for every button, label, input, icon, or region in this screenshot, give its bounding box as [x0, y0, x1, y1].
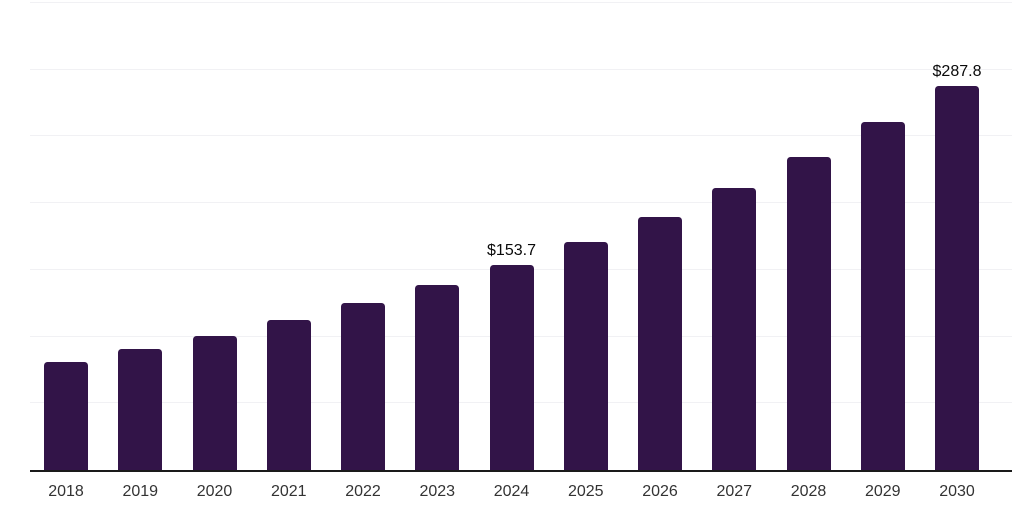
bar-slot-2027 — [712, 3, 757, 470]
x-tick-label-2021: 2021 — [270, 483, 307, 500]
x-axis-labels: 2018 2019 2020 2021 2022 2023 2024 2025 2026 2027… — [30, 484, 1012, 500]
x-tick-label-2019: 2019 — [122, 483, 159, 500]
x-tick-label-2029: 2029 — [864, 483, 901, 500]
x-label-slot: 2027 — [712, 484, 756, 500]
bar-2022 — [341, 303, 385, 470]
x-tick-label-2026: 2026 — [642, 483, 678, 500]
bar-2025 — [563, 241, 608, 470]
x-label-slot: 2026 — [638, 484, 682, 500]
x-tick-label-2027: 2027 — [716, 483, 753, 500]
x-label-slot: 2018 — [44, 484, 88, 500]
bar-slot-2020 — [192, 3, 237, 470]
bar-slot-2022 — [341, 3, 385, 470]
x-axis-line — [30, 470, 1012, 472]
gridline — [30, 2, 1012, 3]
bar-slot-2029 — [860, 3, 905, 470]
bar-2028 — [786, 157, 831, 470]
x-tick-label-2030: 2030 — [939, 483, 975, 500]
bar-2019 — [118, 348, 163, 470]
bar-slot-2021 — [266, 3, 311, 470]
bar-2024 — [489, 264, 534, 470]
bar-slot-2024: $153.7 — [487, 3, 536, 470]
bar-value-label-2030: $287.8 — [932, 63, 982, 80]
gridline — [30, 135, 1012, 137]
x-label-slot: 2025 — [564, 484, 608, 500]
x-tick-label-2028: 2028 — [790, 483, 827, 500]
gridline — [30, 202, 1012, 204]
bar-2021 — [266, 320, 311, 470]
bar-slot-2019 — [118, 3, 163, 470]
bar-slot-2025 — [563, 3, 608, 470]
bar-value-label-2024: $153.7 — [487, 241, 536, 259]
x-tick-label-2022: 2022 — [345, 483, 381, 500]
bar-slot-2026 — [638, 3, 682, 470]
bar-slot-2023 — [415, 3, 460, 470]
bar-2030 — [935, 86, 979, 470]
bars-row: $153.7 $287.8 — [30, 3, 1012, 470]
bar-2027 — [712, 188, 757, 470]
x-tick-label-2023: 2023 — [419, 483, 456, 500]
x-label-slot: 2019 — [118, 484, 162, 500]
bar-2023 — [415, 285, 460, 470]
x-tick-label-2020: 2020 — [196, 483, 233, 500]
x-tick-label-2018: 2018 — [48, 483, 84, 500]
x-label-slot: 2024 — [490, 484, 534, 500]
x-label-slot: 2020 — [193, 484, 237, 500]
gridline — [30, 68, 1012, 70]
x-label-slot: 2028 — [787, 484, 831, 500]
x-label-slot: 2022 — [341, 484, 385, 500]
bar-2018 — [44, 362, 88, 470]
plot-area: $153.7 $287.8 — [30, 2, 1012, 472]
x-label-slot: 2021 — [267, 484, 311, 500]
bar-slot-2030: $287.8 — [932, 3, 982, 470]
bar-2020 — [192, 336, 237, 470]
bar-slot-2018 — [44, 3, 88, 470]
x-tick-label-2025: 2025 — [567, 483, 604, 500]
bar-2029 — [860, 122, 905, 470]
x-label-slot: 2023 — [415, 484, 459, 500]
x-label-slot: 2030 — [935, 484, 979, 500]
bar-2026 — [638, 216, 682, 470]
x-label-slot: 2029 — [861, 484, 905, 500]
bar-slot-2028 — [786, 3, 831, 470]
x-tick-label-2024: 2024 — [493, 483, 530, 500]
